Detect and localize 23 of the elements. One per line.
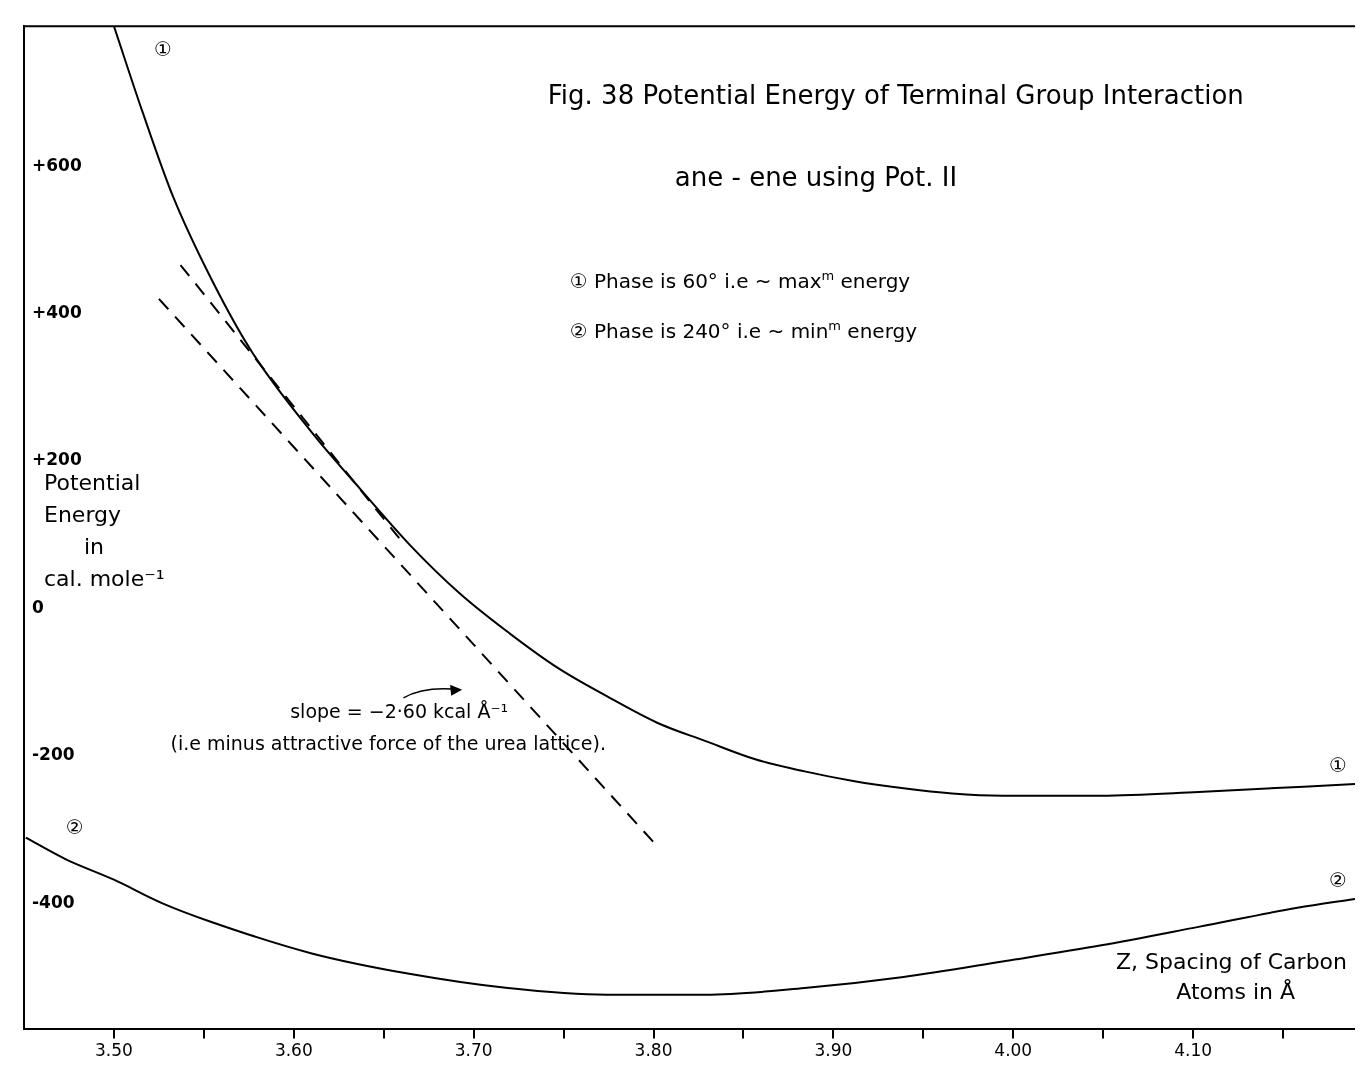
y-axis-title: Potential Energy in cal. mole⁻¹ <box>44 470 165 592</box>
x-tick-label: 3.80 <box>634 1040 673 1061</box>
x-tick-label: 4.10 <box>1174 1040 1213 1061</box>
text: Fig. 38 Potential Energy of Terminal Group Interaction <box>547 80 1244 111</box>
x-tick-label: 4.00 <box>994 1040 1033 1061</box>
text: ② <box>65 814 84 839</box>
annotation: slope = −2·60 kcal Å⁻¹ <box>290 699 509 722</box>
x-tick-label: 3.50 <box>95 1040 133 1061</box>
x-tick-label: 3.60 <box>274 1040 313 1061</box>
x-axis-title: Z, Spacing of Carbon Atoms in Å <box>1115 948 1348 1004</box>
series-label: ① <box>1329 752 1347 777</box>
y-tick-label: 0 <box>32 596 44 617</box>
y-tick-label: +200 <box>32 449 82 470</box>
x-tick-label: 3.90 <box>814 1040 853 1061</box>
y-tick-label: +400 <box>32 302 82 323</box>
text: ane - ene using Pot. II <box>674 162 958 193</box>
y-tick-label: +600 <box>32 154 82 175</box>
x-tick-label: 3.70 <box>454 1040 493 1061</box>
series-label: ② <box>1329 867 1347 892</box>
text: ① <box>153 37 172 62</box>
annotation: (i.e minus attractive force of the urea lattice). <box>170 731 606 754</box>
y-tick-label: -400 <box>32 891 75 912</box>
y-tick-label: -200 <box>32 744 75 765</box>
